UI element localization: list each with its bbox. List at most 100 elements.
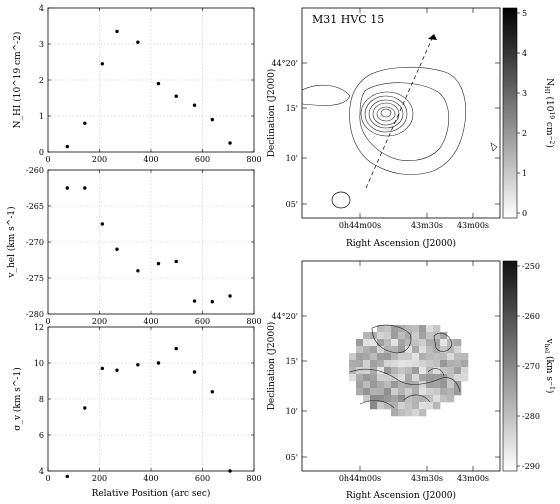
y-tick-label: 3 [39,40,44,49]
data-point [115,29,119,34]
dec-tick-label: 44°20' [271,59,298,68]
colorbar-tick-label: 5 [522,9,527,18]
map-bottom-xlabel: Right Ascension (J2000) [346,490,456,501]
data-point [210,390,214,394]
y-tick-label: 4 [39,4,44,13]
colorbar-tick-label: -260 [522,312,540,321]
data-point [100,366,105,371]
x-tick-label: 800 [246,155,261,164]
data-point [100,62,105,66]
x-tick-label: 800 [246,474,261,483]
panel-sigma-xlabel: Relative Position (arc sec) [92,488,211,499]
y-tick-label: 0 [39,148,44,157]
data-point [65,474,70,479]
data-point [115,247,119,251]
dec-tick-label: 15' [286,104,298,113]
data-point [228,294,232,298]
map-bottom-ylabel: Declination (J2000) [266,322,277,411]
colorbar-bottom-label: vhel (km s−1) [543,338,555,394]
colorbar-tick-label: -270 [522,362,540,371]
data-point [210,300,214,304]
ra-tick-label: 43m00s [457,474,489,483]
data-point [83,406,87,410]
x-tick-label: 0 [45,317,50,326]
dec-tick-label: 15' [286,357,298,366]
data-point [156,81,161,86]
map-top-image [302,33,498,209]
map-top-xlabel: Right Ascension (J2000) [346,238,456,249]
dec-tick-label: 10' [286,154,298,163]
data-point [192,370,197,374]
map-title: M31 HVC 15 [312,13,384,26]
colorbar-velocity: -250 -260 -270 -280 -290 vhel (km s−1) [502,260,555,472]
x-tick-label: 0 [45,155,50,164]
y-tick-label: -270 [26,238,44,247]
y-tick-label: 6 [39,431,44,440]
y-tick-label: 8 [39,395,44,404]
x-tick-label: 800 [246,317,261,326]
data-point [192,103,197,107]
data-point [83,121,87,125]
x-tick-label: 400 [143,474,158,483]
data-point [136,363,140,367]
dec-tick-label: 10' [286,407,298,416]
data-point [156,261,161,266]
ra-tick-label: 43m30s [411,474,443,483]
data-point [228,469,232,473]
colorbar-tick-label: 0 [522,209,527,218]
data-point [65,144,70,149]
data-point [174,259,178,264]
data-point [100,222,105,226]
data-point [192,299,197,303]
x-tick-label: 200 [92,317,107,326]
x-tick-label: 600 [195,155,210,164]
data-point [156,361,161,365]
data-point [136,40,140,44]
x-tick-label: 200 [92,474,107,483]
colorbar-tick-label: 4 [522,49,527,58]
x-tick-label: 200 [92,155,107,164]
data-point [136,269,140,273]
colorbar-tick-label: -250 [522,262,540,271]
map-column-density: 0h44m00s 43m30s 43m00s 44°20' 15' 10' 05' M31 … [266,7,501,249]
x-tick-label: 600 [195,474,210,483]
colorbar-top-label: NHI (1019 cm−2) [543,78,555,148]
x-tick-label: 600 [195,317,210,326]
map-bottom-image [349,325,469,417]
panel-vhel-ylabel: v_hel (km s^-1) [6,206,17,278]
colorbar-column-density: 0 1 2 3 4 5 NHI (1019 cm−2) [502,7,555,219]
ra-tick-label: 0h44m00s [339,221,381,230]
dec-tick-label: 44°20' [271,312,298,321]
ra-tick-label: 0h44m00s [339,474,381,483]
y-tick-label: -265 [26,202,44,211]
y-tick-label: 4 [39,467,44,476]
data-point [174,94,178,98]
colorbar-tick-label: -290 [522,462,540,471]
colorbar-tick-label: -280 [522,412,540,421]
panel-sigma-ylabel: σ_v (km s^-1) [12,367,23,430]
map-top-ylabel: Declination (J2000) [266,69,277,158]
ra-tick-label: 43m30s [411,221,443,230]
data-point [83,186,87,190]
x-tick-label: 400 [143,155,158,164]
dec-tick-label: 05' [286,453,298,462]
map-velocity: 0h44m00s 43m30s 43m00s 44°20' 15' 10' 05' Righ… [266,260,501,501]
ra-tick-label: 43m00s [457,221,489,230]
x-tick-label: 400 [143,317,158,326]
y-tick-label: -280 [26,310,44,319]
colorbar-tick-label: 2 [522,129,527,138]
data-point [115,368,119,372]
x-tick-label: 0 [45,474,50,483]
colorbar-tick-label: 1 [522,169,527,178]
panel-nhi: 0 200 400 600 800 0 1 2 3 4 N_HI (10^19 cm^-2) [12,4,262,164]
y-tick-label: -260 [26,166,44,175]
y-tick-label: 10 [34,359,44,368]
y-tick-label: 2 [39,76,44,85]
panel-vhel: 0 200 400 600 800 -260 -265 -270 -275 -280 v_hel … [6,166,262,326]
data-point [174,346,178,351]
y-tick-label: -275 [26,274,44,283]
data-point [65,186,70,190]
data-point [228,141,232,145]
colorbar-tick-label: 3 [522,89,527,98]
